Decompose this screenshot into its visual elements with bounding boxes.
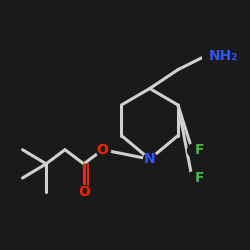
Text: O: O xyxy=(78,185,90,199)
Text: O: O xyxy=(97,143,108,157)
Text: NH₂: NH₂ xyxy=(208,48,238,62)
Text: F: F xyxy=(194,171,204,185)
Text: N: N xyxy=(144,152,156,166)
Text: F: F xyxy=(194,143,204,157)
